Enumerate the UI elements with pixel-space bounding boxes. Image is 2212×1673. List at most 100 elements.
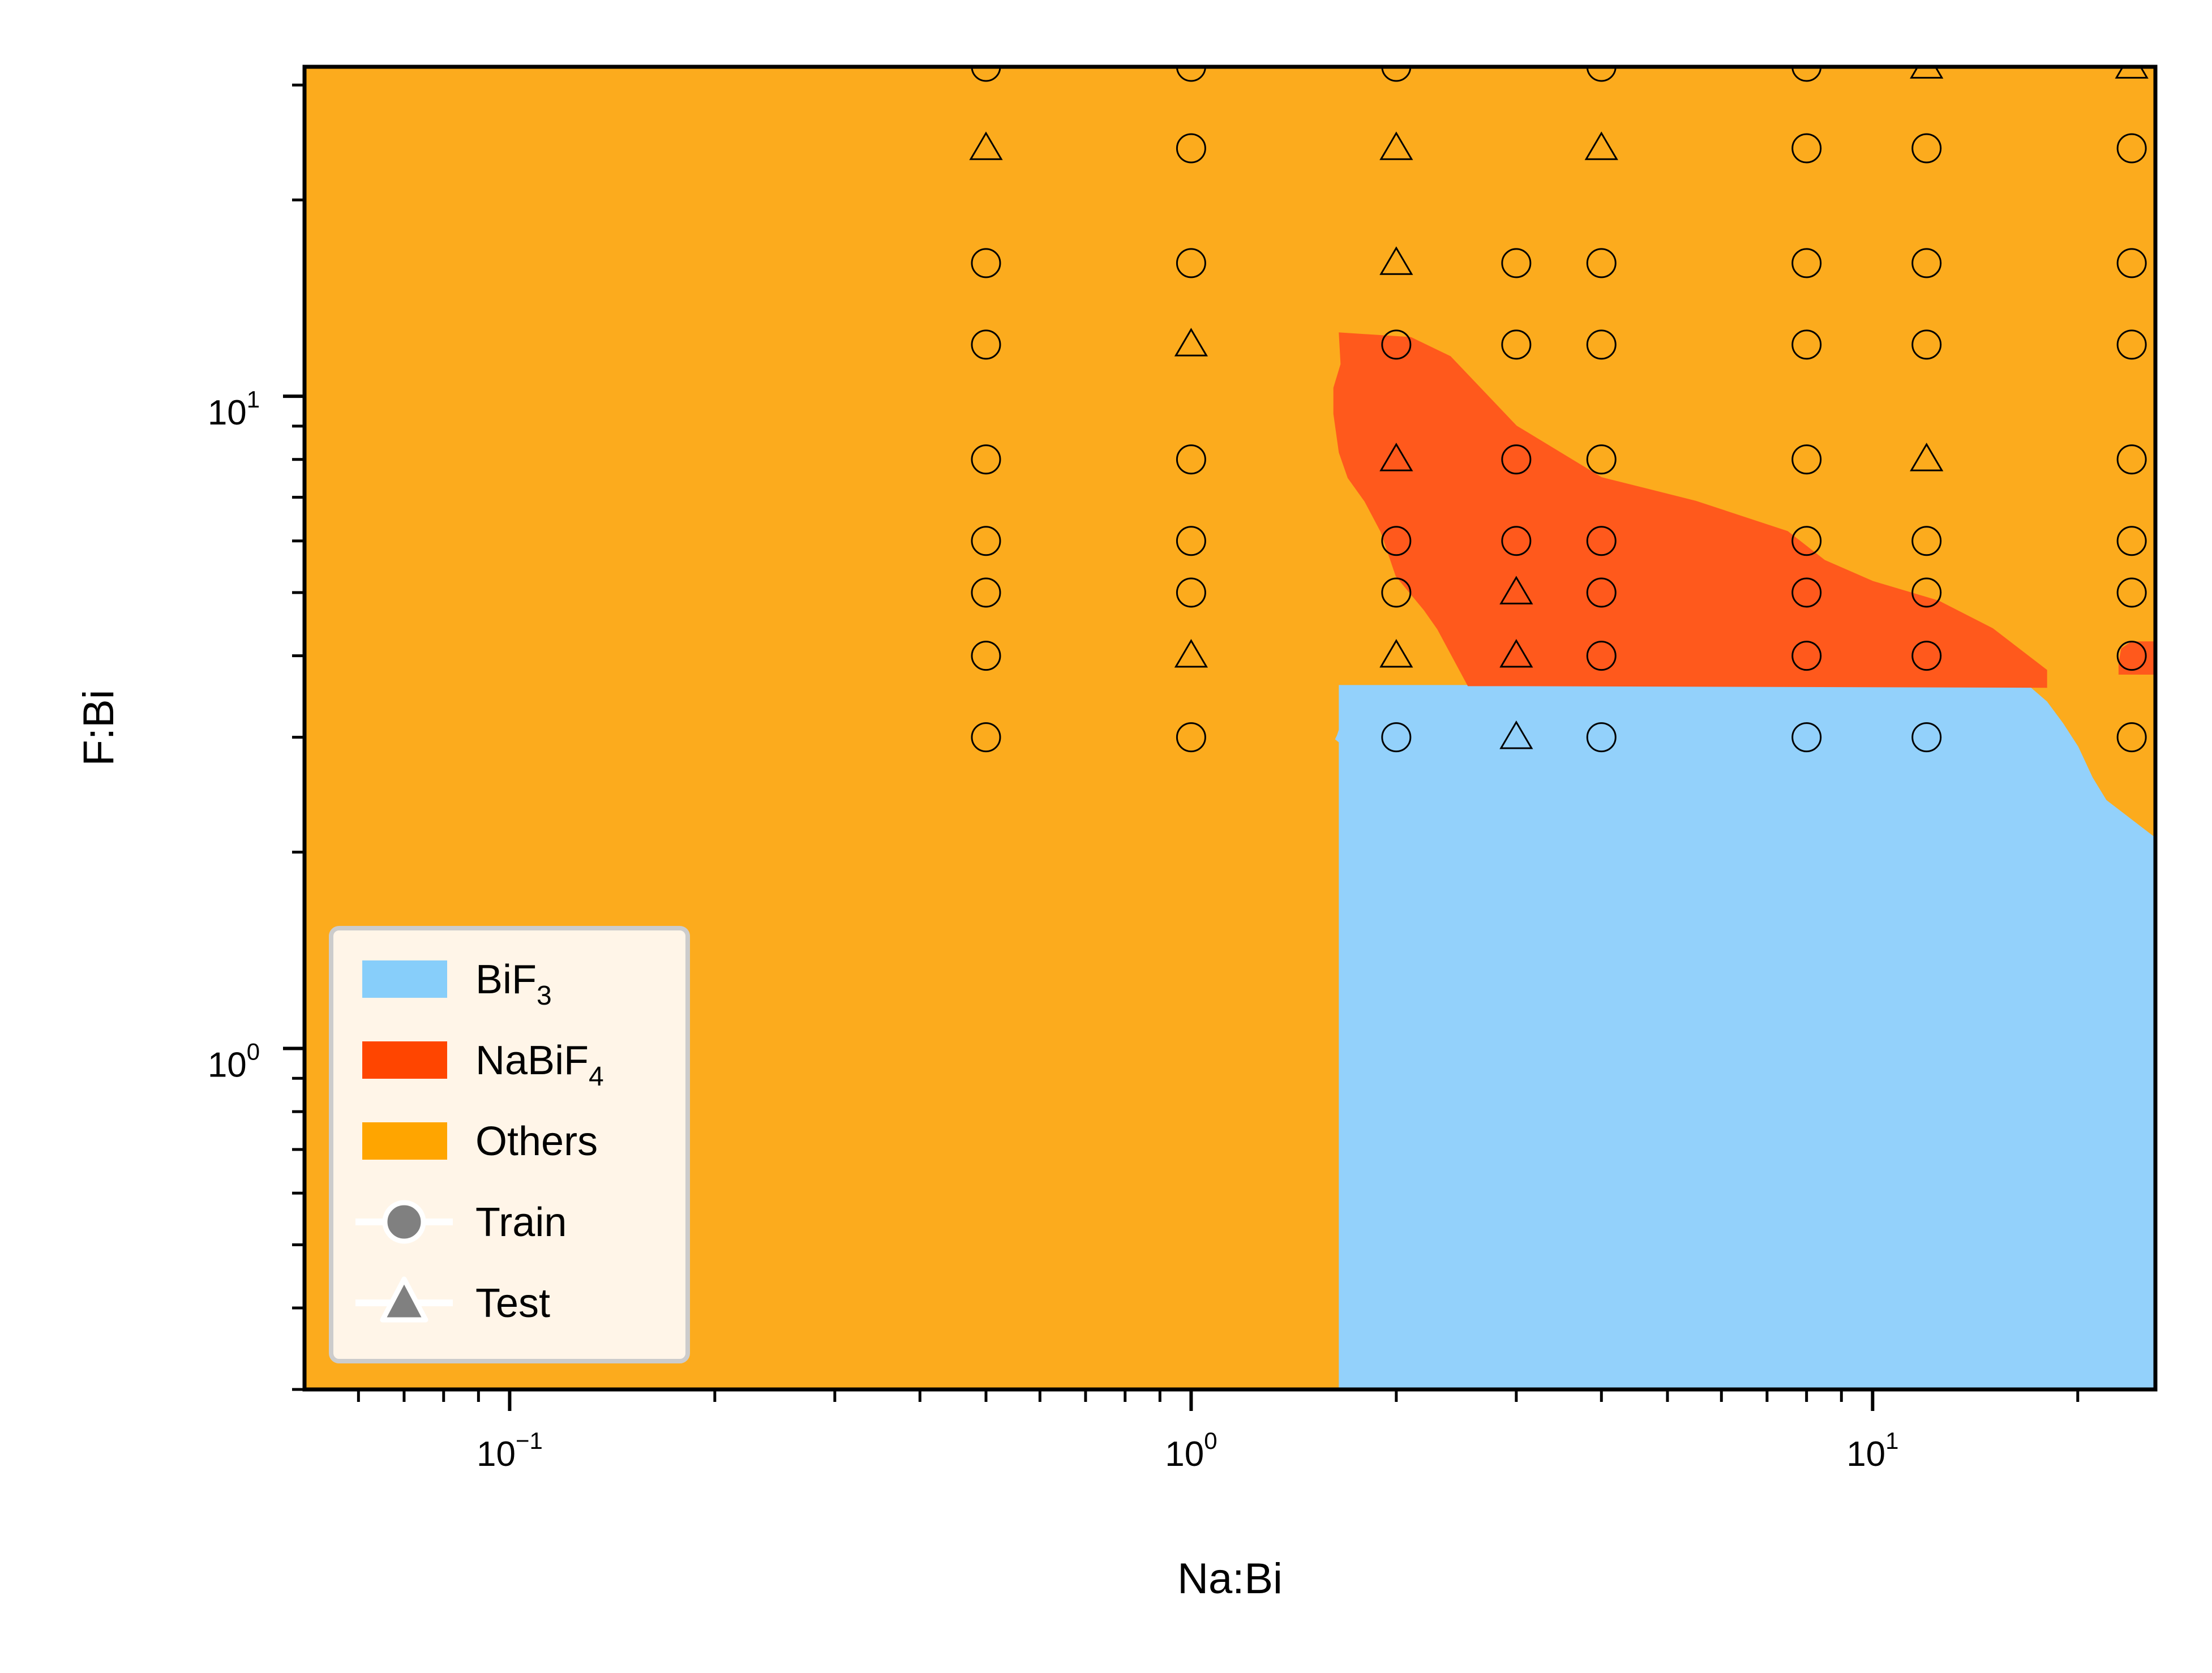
y-tick-label: 101	[208, 386, 260, 432]
legend-entry-others: Others	[362, 1119, 598, 1164]
test-point	[1174, 328, 1208, 357]
test-point	[1379, 443, 1413, 471]
train-point	[1911, 248, 1942, 278]
legend-entry-train: Train	[355, 1200, 567, 1245]
train-point	[1791, 526, 1822, 556]
train-point	[2116, 444, 2147, 475]
train-point	[1791, 133, 1822, 164]
train-point	[1381, 67, 1412, 82]
train-point	[1381, 577, 1412, 608]
train-point	[1501, 329, 1532, 360]
x-tick-label: 100	[1165, 1427, 1217, 1474]
train-point	[1911, 722, 1942, 753]
train-point	[1911, 526, 1942, 556]
axis-ticks: 10−1 100 101 100 101	[208, 83, 2080, 1474]
test-point	[1379, 246, 1413, 275]
legend-swatch	[362, 960, 447, 998]
train-point	[1501, 248, 1532, 278]
region-bif3-0	[1335, 685, 2155, 1389]
train-point	[1176, 248, 1206, 278]
legend-label: Others	[475, 1119, 598, 1164]
train-point	[971, 577, 1001, 608]
train-point	[1176, 67, 1206, 82]
train-point	[1381, 329, 1412, 360]
train-point	[1176, 444, 1206, 475]
train-point	[1381, 722, 1412, 753]
train-point	[1586, 329, 1617, 360]
train-point	[971, 444, 1001, 475]
test-point	[1499, 576, 1533, 604]
train-point	[1791, 722, 1822, 753]
legend-swatch	[362, 1122, 447, 1160]
legend-entry-nabif: NaBiF4	[362, 1038, 604, 1092]
data-points	[969, 67, 2149, 753]
legend-swatch	[362, 1041, 447, 1079]
train-point	[1911, 133, 1942, 164]
train-point	[2116, 526, 2147, 556]
train-point	[1791, 248, 1822, 278]
train-point	[1176, 526, 1206, 556]
test-point	[1499, 639, 1533, 668]
train-point	[1176, 577, 1206, 608]
train-point	[971, 248, 1001, 278]
train-point	[2116, 248, 2147, 278]
legend-label: Train	[475, 1200, 567, 1245]
train-point	[1176, 722, 1206, 753]
train-point	[1911, 641, 1942, 671]
y-axis-label: F:Bi	[75, 689, 123, 766]
train-point	[1911, 329, 1942, 360]
train-point	[1791, 329, 1822, 360]
train-point	[1586, 722, 1617, 753]
train-point	[1791, 641, 1822, 671]
x-tick-label: 10−1	[477, 1427, 543, 1474]
legend-entry-bif: BiF3	[362, 957, 552, 1011]
train-point	[1501, 444, 1532, 475]
train-point	[1791, 577, 1822, 608]
legend-label: Test	[475, 1281, 550, 1326]
test-point	[2115, 67, 2149, 79]
train-point	[2116, 577, 2147, 608]
test-point	[969, 131, 1003, 160]
train-point	[2116, 133, 2147, 164]
train-point	[971, 67, 1001, 82]
x-tick-label: 101	[1846, 1427, 1898, 1474]
test-point	[1379, 639, 1413, 668]
train-point	[1586, 444, 1617, 475]
test-point	[1584, 131, 1618, 160]
legend-label: NaBiF4	[475, 1038, 604, 1092]
legend: BiF3 NaBiF4 Others Train Test	[329, 926, 690, 1363]
legend-triangle-marker	[380, 1276, 428, 1323]
y-tick-label: 100	[208, 1038, 260, 1084]
test-point	[1499, 720, 1533, 749]
test-point	[1379, 131, 1413, 160]
legend-entry-test: Test	[355, 1276, 550, 1326]
train-point	[971, 641, 1001, 671]
train-point	[1791, 67, 1822, 82]
phase-regions	[1333, 332, 2155, 1389]
train-point	[1176, 133, 1206, 164]
train-point	[2116, 641, 2147, 671]
train-point	[971, 722, 1001, 753]
x-axis-label: Na:Bi	[1177, 1555, 1283, 1603]
plot-frame	[302, 65, 2158, 1392]
legend-box	[329, 926, 690, 1363]
train-point	[1586, 526, 1617, 556]
region-nabif4-1	[1333, 332, 2047, 688]
legend-circle-marker	[382, 1200, 426, 1244]
train-point	[971, 526, 1001, 556]
train-point	[1586, 67, 1617, 82]
train-point	[1586, 641, 1617, 671]
train-point	[971, 329, 1001, 360]
train-point	[1586, 248, 1617, 278]
train-point	[1381, 526, 1412, 556]
test-point	[1910, 443, 1944, 471]
test-point	[1174, 639, 1208, 668]
train-point	[2116, 722, 2147, 753]
train-point	[1911, 577, 1942, 608]
train-point	[1586, 577, 1617, 608]
train-point	[1791, 444, 1822, 475]
train-point	[2116, 329, 2147, 360]
test-point	[1910, 67, 1944, 79]
train-point	[1501, 526, 1532, 556]
